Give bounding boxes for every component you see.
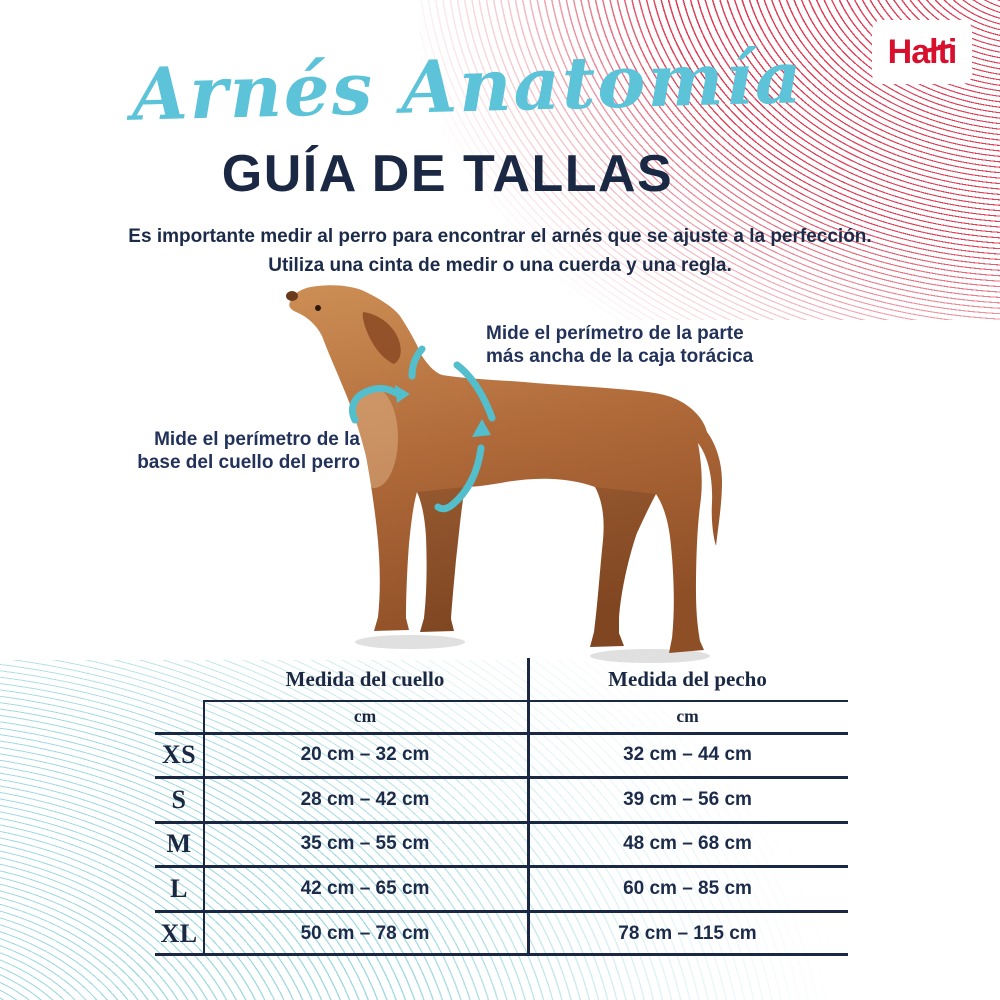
table-corner-spacer [155,658,203,700]
size-label-s: S [171,784,187,814]
paw-shadow-hind [590,649,710,663]
halti-logo-text: Halti [887,33,958,71]
dog-measurement-diagram [270,280,730,665]
table-corner-spacer [155,700,203,733]
dog-nose [286,291,298,301]
neck-measure-arrow-icon [349,345,426,424]
table-unit-left-border [203,700,205,956]
size-label-l: L [170,874,188,904]
size-label-xs: XS [161,740,197,770]
neck-range-s: 28 cm – 42 cm [300,788,430,810]
table-row-rule [155,731,848,735]
chest-measure-arrow-icon [434,361,496,513]
column-header-neck: Medida del cuello [285,666,445,691]
paw-shadow-front [355,635,465,649]
page-title: GUÍA DE TALLAS [221,145,674,203]
neck-range-l: 42 cm – 65 cm [300,878,430,900]
table-row-rule [155,820,848,824]
dog-farleg-shadow-front [417,487,465,632]
intro-line-1: Es importante medir al perro para encont… [128,226,872,247]
dog-farleg-shadow-hind [590,487,656,647]
chest-measure-note: Mide el perímetro de la parte más ancha … [486,322,753,369]
table-column-divider [527,658,530,956]
chest-note-line-2: más ancha de la caja torácica [486,346,754,368]
chest-range-l: 60 cm – 85 cm [623,878,752,900]
dog-photo [286,285,722,663]
table-bottom-rule [155,953,848,956]
dog-body [289,285,722,653]
neck-note-line-1: Mide el perímetro de la [154,429,360,450]
size-table-grid: Medida del cuello Medida del pecho cm cm… [155,658,848,956]
chest-range-xs: 32 cm – 44 cm [623,744,752,766]
unit-header-chest: cm [676,706,699,726]
neck-note-line-2: base del cuello del perro [137,452,360,474]
neck-range-xl: 50 cm – 78 cm [300,922,430,944]
neck-measure-note: Mide el perímetro de la base del cuello … [118,428,360,475]
intro-text: Es importante medir al perro para encont… [0,222,1000,281]
chest-range-xl: 78 cm – 115 cm [618,922,757,944]
dog-eye [315,305,321,311]
neck-range-xs: 20 cm – 32 cm [300,744,430,766]
neck-range-m: 35 cm – 55 cm [300,833,430,855]
chest-range-s: 39 cm – 56 cm [623,788,752,810]
unit-header-neck: cm [353,706,377,726]
intro-line-2: Utiliza una cinta de medir o una cuerda … [268,255,732,277]
size-label-xl: XL [160,918,198,948]
halti-logo: Halti [872,20,972,84]
chest-note-line-1: Mide el perímetro de la parte [486,323,744,344]
column-header-chest: Medida del pecho [608,666,767,691]
teal-waves-decoration [0,660,900,1000]
table-row-rule [155,776,848,780]
table-unit-top-rule [203,700,848,702]
size-label-m: M [166,829,192,859]
chest-range-m: 48 cm – 68 cm [623,833,752,855]
table-row-rule [155,909,848,913]
dog-ear [362,312,401,364]
table-row-rule [155,865,848,869]
size-table: Medida del cuello Medida del pecho cm cm… [155,658,848,956]
